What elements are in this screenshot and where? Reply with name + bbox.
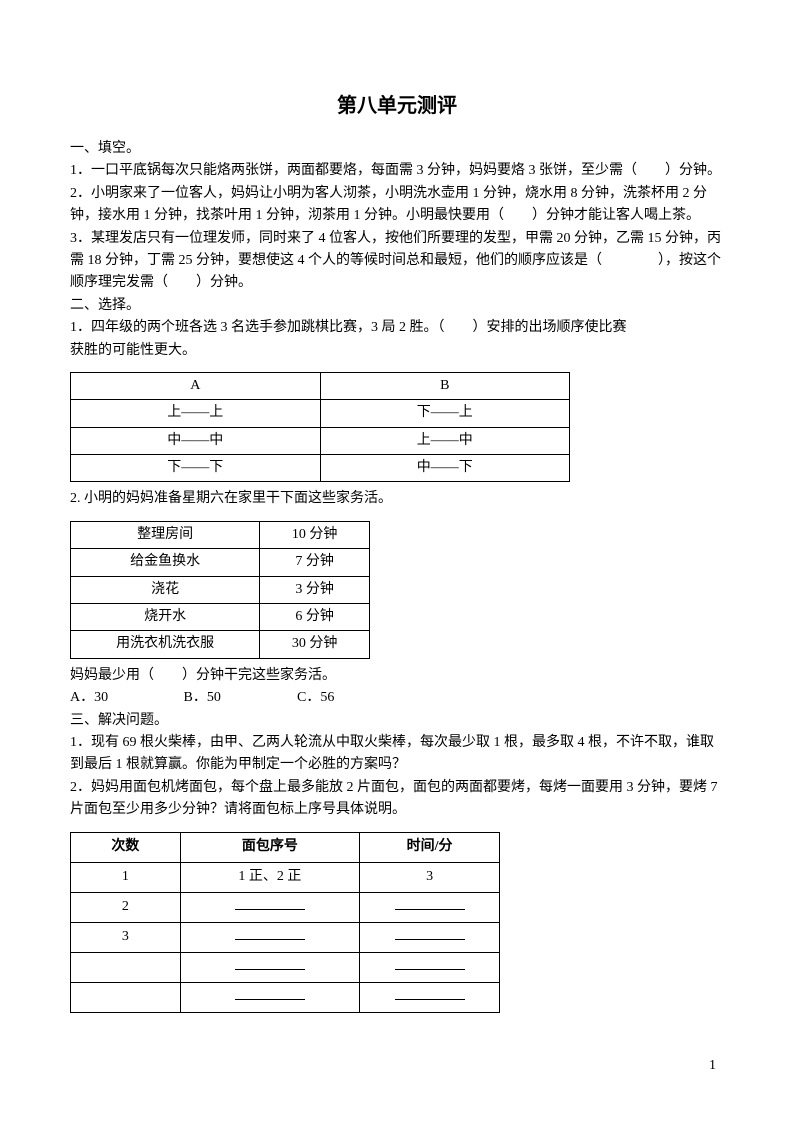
table-cell xyxy=(180,922,360,952)
blank-line xyxy=(395,986,465,1000)
option-a: A．30 xyxy=(70,687,180,709)
table-cell: 30 分钟 xyxy=(260,631,370,658)
option-c: C．56 xyxy=(297,687,334,709)
section-2-head: 二、选择。 xyxy=(70,295,724,317)
table-header-a: A xyxy=(71,372,321,399)
q2-1-line1: 1．四年级的两个班各选 3 名选手参加跳棋比赛，3 局 2 胜。（ ）安排的出场… xyxy=(70,317,724,339)
table-row: 给金鱼换水 7 分钟 xyxy=(71,549,370,576)
q3-2: 2．妈妈用面包机烤面包，每个盘上最多能放 2 片面包，面包的两面都要烤，每烤一面… xyxy=(70,777,724,822)
blank-line xyxy=(395,956,465,970)
table-ab: A B 上——上 下——上 中——中 上——中 下——下 中——下 xyxy=(70,372,570,483)
table-cell xyxy=(360,982,500,1012)
q2-2-after: 妈妈最少用（ ）分钟干完这些家务活。 xyxy=(70,665,724,687)
table-cell: 烧开水 xyxy=(71,604,260,631)
table-row: 整理房间 10 分钟 xyxy=(71,521,370,548)
q1-2: 2．小明家来了一位客人，妈妈让小明为客人沏茶，小明洗水壶用 1 分钟，烧水用 8… xyxy=(70,183,724,228)
table-cell xyxy=(360,922,500,952)
table-row: 上——上 下——上 xyxy=(71,400,570,427)
table-row: 次数 面包序号 时间/分 xyxy=(71,832,500,862)
table-cell: 中——下 xyxy=(320,455,570,482)
table-cell xyxy=(180,982,360,1012)
table-chores: 整理房间 10 分钟 给金鱼换水 7 分钟 浇花 3 分钟 烧开水 6 分钟 用… xyxy=(70,521,370,659)
table-row: 浇花 3 分钟 xyxy=(71,576,370,603)
table-cell: 整理房间 xyxy=(71,521,260,548)
table-row xyxy=(71,982,500,1012)
table-row: 中——中 上——中 xyxy=(71,427,570,454)
table-header: 面包序号 xyxy=(180,832,360,862)
table-cell: 7 分钟 xyxy=(260,549,370,576)
table-cell xyxy=(180,892,360,922)
table-cell: 1 xyxy=(71,862,181,892)
table-cell: 3 分钟 xyxy=(260,576,370,603)
table-cell: 下——下 xyxy=(71,455,321,482)
table-cell: 中——中 xyxy=(71,427,321,454)
table-cell: 下——上 xyxy=(320,400,570,427)
table-cell xyxy=(71,982,181,1012)
q2-1-line2: 获胜的可能性更大。 xyxy=(70,340,724,362)
table-row: 用洗衣机洗衣服 30 分钟 xyxy=(71,631,370,658)
table-cell: 3 xyxy=(360,862,500,892)
table-cell: 用洗衣机洗衣服 xyxy=(71,631,260,658)
table-row: 2 xyxy=(71,892,500,922)
table-header: 次数 xyxy=(71,832,181,862)
table-cell xyxy=(360,952,500,982)
blank-line xyxy=(235,926,305,940)
blank-line xyxy=(235,956,305,970)
table-row: 下——下 中——下 xyxy=(71,455,570,482)
page: 第八单元测评 一、填空。 1．一口平底锅每次只能烙两张饼，两面都要烙，每面需 3… xyxy=(0,0,794,1123)
table-cell: 3 xyxy=(71,922,181,952)
page-title: 第八单元测评 xyxy=(70,90,724,122)
table-header: 时间/分 xyxy=(360,832,500,862)
table-cell: 1 正、2 正 xyxy=(180,862,360,892)
blank-line xyxy=(395,926,465,940)
table-row: 1 1 正、2 正 3 xyxy=(71,862,500,892)
table-row xyxy=(71,952,500,982)
table-cell: 浇花 xyxy=(71,576,260,603)
section-1-head: 一、填空。 xyxy=(70,138,724,160)
table-bread: 次数 面包序号 时间/分 1 1 正、2 正 3 2 3 xyxy=(70,832,500,1013)
q2-2-options: A．30 B．50 C．56 xyxy=(70,687,724,709)
q2-2-intro: 2. 小明的妈妈准备星期六在家里干下面这些家务活。 xyxy=(70,488,724,510)
table-cell: 2 xyxy=(71,892,181,922)
table-cell xyxy=(180,952,360,982)
table-row: 烧开水 6 分钟 xyxy=(71,604,370,631)
section-3-head: 三、解决问题。 xyxy=(70,710,724,732)
option-b: B．50 xyxy=(184,687,294,709)
table-cell xyxy=(360,892,500,922)
page-number: 1 xyxy=(709,1055,716,1077)
blank-line xyxy=(235,896,305,910)
table-row: A B xyxy=(71,372,570,399)
q1-3: 3．某理发店只有一位理发师，同时来了 4 位客人，按他们所要理的发型，甲需 20… xyxy=(70,228,724,295)
q1-1: 1．一口平底锅每次只能烙两张饼，两面都要烙，每面需 3 分钟，妈妈要烙 3 张饼… xyxy=(70,160,724,182)
table-row: 3 xyxy=(71,922,500,952)
blank-line xyxy=(395,896,465,910)
q3-1: 1．现有 69 根火柴棒，由甲、乙两人轮流从中取火柴棒，每次最少取 1 根，最多… xyxy=(70,732,724,777)
table-cell: 6 分钟 xyxy=(260,604,370,631)
table-cell: 10 分钟 xyxy=(260,521,370,548)
table-header-b: B xyxy=(320,372,570,399)
table-cell: 给金鱼换水 xyxy=(71,549,260,576)
table-cell xyxy=(71,952,181,982)
blank-line xyxy=(235,986,305,1000)
table-cell: 上——上 xyxy=(71,400,321,427)
table-cell: 上——中 xyxy=(320,427,570,454)
